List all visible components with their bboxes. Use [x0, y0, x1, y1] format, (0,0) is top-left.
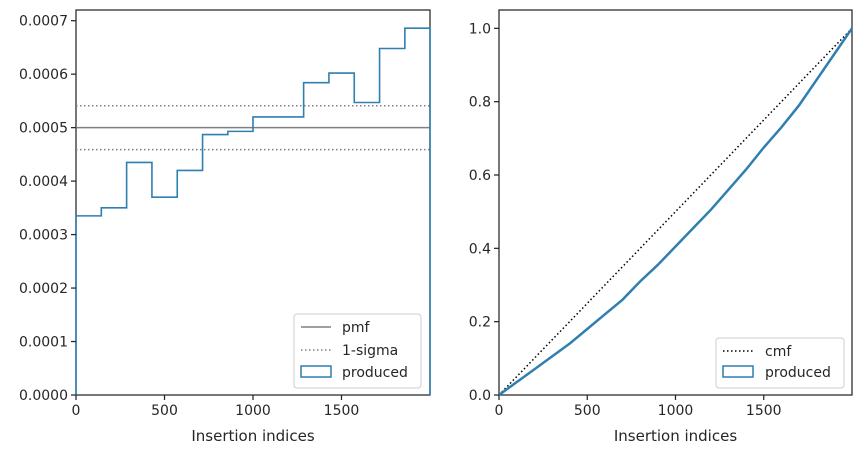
x-tick-label: 0 — [495, 403, 504, 419]
x-tick-label: 1000 — [658, 403, 694, 419]
histogram-x-ticks: 0 500 1000 1500 — [72, 395, 360, 419]
histogram-x-axis-label: Insertion indices — [191, 427, 314, 445]
histogram-bin-1 — [101, 208, 126, 395]
y-tick-label: 0.0006 — [19, 67, 68, 83]
cumulative-x-ticks: 0 500 1000 1500 — [495, 395, 782, 419]
y-tick-label: 0.6 — [469, 168, 491, 184]
y-tick-label: 0.4 — [469, 241, 491, 257]
histogram-legend: pmf 1-sigma produced — [293, 313, 422, 389]
produced-histogram — [75, 27, 431, 395]
cumulative-legend: cmf produced — [715, 337, 845, 389]
legend-cmf-label: cmf — [765, 344, 792, 360]
cumulative-x-axis-label: Insertion indices — [614, 427, 737, 445]
legend-sigma-label: 1-sigma — [342, 343, 398, 359]
cumulative-y-ticks: 0.0 0.2 0.4 0.6 0.8 1.0 — [469, 21, 499, 404]
legend-produced-label: produced — [342, 365, 408, 381]
y-tick-label: 0.0002 — [19, 281, 68, 297]
histogram-bin-5 — [203, 135, 228, 395]
y-tick-label: 0.0001 — [19, 335, 68, 351]
legend-produced-swatch — [300, 365, 332, 378]
histogram-bin-6 — [228, 131, 253, 395]
y-tick-label: 0.0005 — [19, 121, 68, 137]
sigma-band-lines — [76, 104, 430, 151]
produced-cumulative-line — [498, 27, 854, 397]
histogram-bin-2 — [127, 162, 152, 395]
y-tick-label: 0.0000 — [19, 388, 68, 404]
y-tick-label: 0.0 — [469, 388, 491, 404]
x-tick-label: 0 — [72, 403, 81, 419]
x-tick-label: 1000 — [235, 403, 271, 419]
y-tick-label: 0.0004 — [19, 174, 68, 190]
y-tick-label: 0.8 — [469, 95, 491, 111]
histogram-bin-4 — [177, 170, 202, 395]
cumulative-axes-frame — [498, 9, 853, 396]
legend-produced-label: produced — [765, 365, 831, 381]
y-tick-label: 0.0007 — [19, 14, 68, 30]
histogram-y-ticks: 0.0000 0.0001 0.0002 0.0003 0.0004 0.0005 0.00… — [19, 14, 76, 404]
x-tick-label: 500 — [151, 403, 178, 419]
histogram-step-outline — [75, 27, 431, 395]
histogram-legend-box — [293, 313, 422, 389]
histogram-bin-0 — [76, 216, 101, 395]
histogram-bin-7 — [253, 117, 278, 395]
legend-pmf-label: pmf — [342, 320, 371, 336]
x-tick-label: 1500 — [324, 403, 360, 419]
y-tick-label: 0.0003 — [19, 228, 68, 244]
cmf-line — [498, 27, 853, 396]
x-tick-label: 1500 — [746, 403, 782, 419]
y-tick-label: 1.0 — [469, 21, 491, 37]
legend-produced-swatch — [722, 365, 754, 378]
histogram-panel: 0 500 1000 1500 0.00000.00010.00020.00030.0… — [19, 9, 431, 445]
y-tick-label: 0.2 — [469, 315, 491, 331]
cumulative-panel: 0 500 1000 1500 0.0 0.2 0.4 0.6 0.8 1.0 Insertio… — [469, 9, 854, 445]
x-tick-label: 500 — [574, 403, 601, 419]
histogram-bin-3 — [152, 197, 177, 395]
